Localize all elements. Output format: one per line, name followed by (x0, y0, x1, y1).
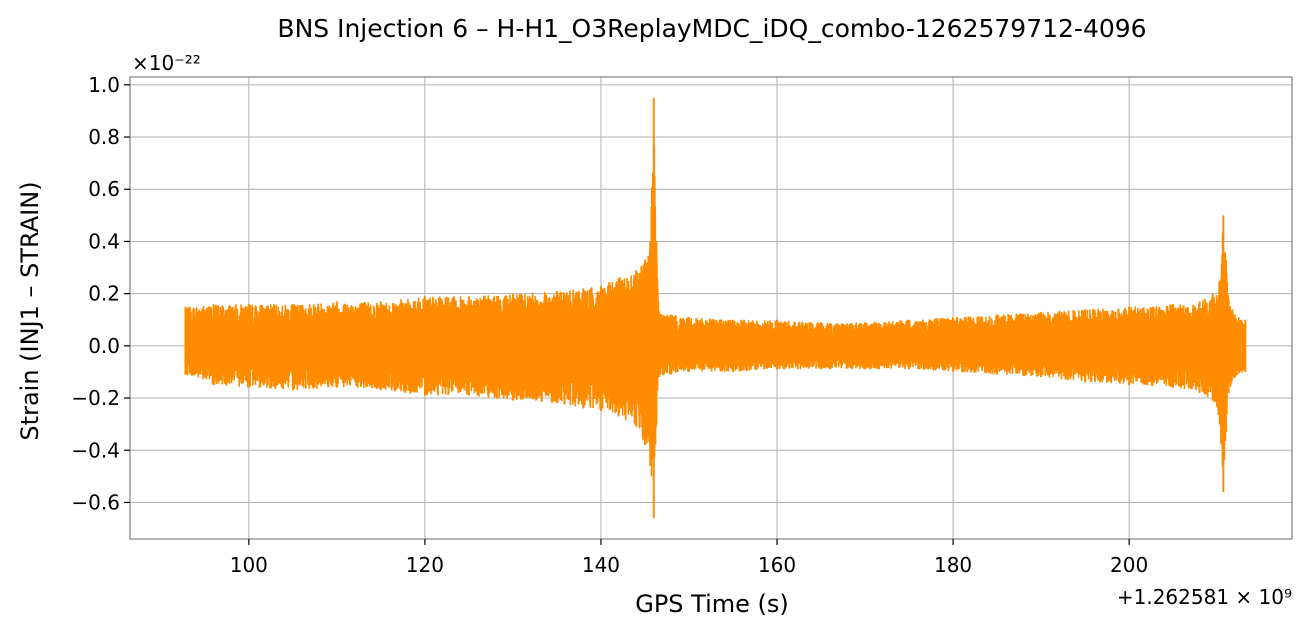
x-tick-label: 180 (934, 553, 972, 577)
y-scale-label: ×10⁻²² (132, 51, 201, 75)
y-axis-label: Strain (INJ1 – STRAIN) (16, 181, 44, 440)
x-tick-label: 140 (582, 553, 620, 577)
x-tick-label: 160 (758, 553, 796, 577)
x-tick-label: 100 (230, 553, 268, 577)
y-tick-label: 1.0 (88, 73, 120, 97)
y-tick-label: 0.8 (88, 125, 120, 149)
y-tick-label: 0.4 (88, 229, 120, 253)
chart-title: BNS Injection 6 – H-H1_O3ReplayMDC_iDQ_c… (277, 14, 1146, 43)
y-tick-label: −0.6 (71, 490, 120, 514)
y-tick-label: −0.4 (71, 438, 120, 462)
grid-lines (130, 77, 1292, 539)
y-tick-label: 0.2 (88, 282, 120, 306)
y-axis: −0.6 −0.4 −0.2 0.0 0.2 0.4 0.6 0.8 1.0 (71, 73, 130, 514)
y-tick-label: −0.2 (71, 386, 120, 410)
x-axis-label: GPS Time (s) (635, 590, 789, 618)
x-tick-label: 200 (1110, 553, 1148, 577)
plot-frame (129, 76, 1293, 540)
x-tick-label: 120 (406, 553, 444, 577)
y-tick-label: 0.6 (88, 177, 120, 201)
strain-series-line (184, 146, 1247, 477)
y-tick-label: 0.0 (88, 334, 120, 358)
x-offset-label: +1.262581 × 10⁹ (1117, 585, 1292, 609)
series-layer (184, 97, 1247, 519)
x-axis: 100 120 140 160 180 200 (230, 539, 1148, 577)
